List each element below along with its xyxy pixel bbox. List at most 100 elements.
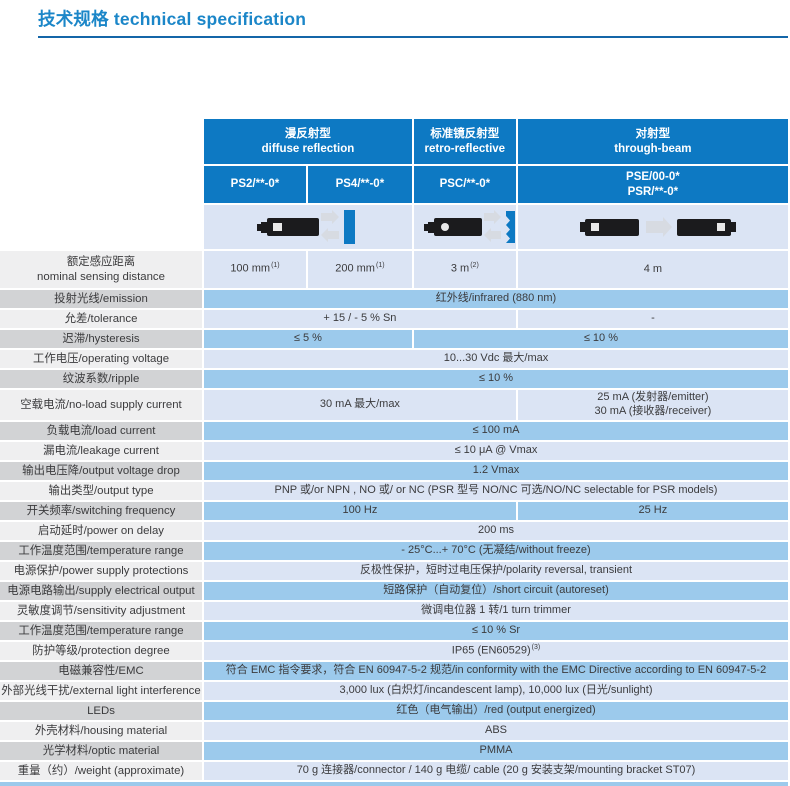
model-pse-psr: PSE/00-0* PSR/**-0* (517, 166, 788, 203)
type-header-row: 漫反射型 diffuse reflection 标准镜反射型 retro-refle… (0, 119, 788, 166)
spec-row: 开关频率/switching frequency 100 Hz 25 Hz (0, 502, 788, 522)
retro-reflective-sensor-reflector-graphic (413, 205, 516, 249)
row-label: 额定感应距离 nominal sensing distance (0, 251, 202, 288)
spec-value: PMMA (204, 742, 788, 760)
spec-value: 30 mA 最大/max (204, 390, 516, 420)
spec-row: 输出类型/output type PNP 或/or NPN , NO 或/ or … (0, 482, 788, 502)
spec-row: 额定感应距离 nominal sensing distance 100 mm(1) 2… (0, 251, 788, 290)
row-values: 短路保护（自动复位）/short circuit (autoreset) (204, 582, 788, 600)
spec-row: LEDs 红色（电气输出）/red (output energized) (0, 702, 788, 722)
row-label: 电源电路输出/supply electrical output (0, 582, 202, 600)
spec-row: 允差/tolerance + 15 / - 5 % Sn - (0, 310, 788, 330)
row-values: 符合 EMC 指令要求，符合 EN 60947-5-2 规范/in confor… (204, 662, 788, 680)
row-label: 重量（约）/weight (approximate) (0, 762, 202, 780)
row-label: 光学材料/optic material (0, 742, 202, 760)
through-beam-emitter-receiver-graphic (517, 205, 788, 249)
spec-row: 灵敏度调节/sensitivity adjustment 微调电位器 1 转/1 … (0, 602, 788, 622)
spec-row: 电源保护/power supply protections 反极性保护，短时过电压… (0, 562, 788, 582)
spec-value: - 25°C...+ 70°C (无凝结/without freeze) (204, 542, 788, 560)
spec-row: 外部光线干扰/external light interference 3,000 … (0, 682, 788, 702)
row-values: ABS (204, 722, 788, 740)
spec-value: 微调电位器 1 转/1 turn trimmer (204, 602, 788, 620)
spec-value: ≤ 100 mA (204, 422, 788, 440)
model-ps4: PS4/**-0* (307, 166, 412, 203)
row-label: 输出类型/output type (0, 482, 202, 500)
row-label: 空载电流/no-load supply current (0, 390, 202, 420)
row-values: ≤ 5 % ≤ 10 % (204, 330, 788, 348)
row-label: 电磁兼容性/EMC (0, 662, 202, 680)
label-column-spacer (0, 119, 204, 164)
spec-row: 电磁兼容性/EMC 符合 EMC 指令要求，符合 EN 60947-5-2 规范/… (0, 662, 788, 682)
row-label: 工作电压/operating voltage (0, 350, 202, 368)
row-label: LEDs (0, 702, 202, 720)
spec-row: 空载电流/no-load supply current 30 mA 最大/max 2… (0, 390, 788, 422)
row-label: 防护等级/protection degree (0, 642, 202, 660)
graphics-row (0, 205, 788, 251)
label-column-spacer (0, 205, 204, 249)
row-values: PNP 或/or NPN , NO 或/ or NC (PSR 型号 NO/NC… (204, 482, 788, 500)
spec-row: 投射光线/emission 红外线/infrared (880 nm) (0, 290, 788, 310)
spec-row: 漏电流/leakage current ≤ 10 μA @ Vmax (0, 442, 788, 462)
row-values: 1.2 Vmax (204, 462, 788, 480)
spec-value: 1.2 Vmax (204, 462, 788, 480)
spec-value: 红外线/infrared (880 nm) (204, 290, 788, 308)
spec-value: 100 mm(1) (204, 251, 306, 288)
row-values: 红色（电气输出）/red (output energized) (204, 702, 788, 720)
spec-row: 电源电路输出/supply electrical output 短路保护（自动复位… (0, 582, 788, 602)
spec-value: 3,000 lux (白炽灯/incandescent lamp), 10,00… (204, 682, 788, 700)
spec-value: 70 g 连接器/connector / 140 g 电缆/ cable (20… (204, 762, 788, 780)
row-values: ≤ 100 mA (204, 422, 788, 440)
table-bottom-strip (0, 782, 788, 786)
spec-value: 200 mm(1) (307, 251, 412, 288)
row-label: 漏电流/leakage current (0, 442, 202, 460)
row-values: PMMA (204, 742, 788, 760)
spec-row: 输出电压降/output voltage drop 1.2 Vmax (0, 462, 788, 482)
row-values: 100 Hz 25 Hz (204, 502, 788, 520)
row-values: ≤ 10 μA @ Vmax (204, 442, 788, 460)
row-values: + 15 / - 5 % Sn - (204, 310, 788, 328)
row-values: 红外线/infrared (880 nm) (204, 290, 788, 308)
row-label: 输出电压降/output voltage drop (0, 462, 202, 480)
spec-value: ≤ 10 % Sr (204, 622, 788, 640)
model-ps2: PS2/**-0* (204, 166, 306, 203)
row-values: 70 g 连接器/connector / 140 g 电缆/ cable (20… (204, 762, 788, 780)
row-values: IP65 (EN60529)(3) (204, 642, 788, 660)
spec-row: 外壳材料/housing material ABS (0, 722, 788, 742)
spec-row: 工作温度范围/temperature range - 25°C...+ 70°C … (0, 542, 788, 562)
column-group-retro-reflective: 标准镜反射型 retro-reflective (413, 119, 516, 164)
spec-table: 漫反射型 diffuse reflection 标准镜反射型 retro-refle… (0, 119, 788, 786)
spec-value: IP65 (EN60529)(3) (204, 642, 788, 660)
row-label: 允差/tolerance (0, 310, 202, 328)
row-values: 微调电位器 1 转/1 turn trimmer (204, 602, 788, 620)
model-psc: PSC/**-0* (413, 166, 516, 203)
spec-value: ≤ 5 % (204, 330, 412, 348)
row-values: ≤ 10 % Sr (204, 622, 788, 640)
spec-row: 工作电压/operating voltage 10...30 Vdc 最大/max (0, 350, 788, 370)
spec-value: 10...30 Vdc 最大/max (204, 350, 788, 368)
spec-value: 25 mA (发射器/emitter) 30 mA (接收器/receiver) (517, 390, 788, 420)
spec-value: 红色（电气输出）/red (output energized) (204, 702, 788, 720)
row-values: 反极性保护，短时过电压保护/polarity reversal, transie… (204, 562, 788, 580)
row-label: 负载电流/load current (0, 422, 202, 440)
row-label: 工作温度范围/temperature range (0, 542, 202, 560)
row-label: 启动延时/power on delay (0, 522, 202, 540)
row-values: 30 mA 最大/max 25 mA (发射器/emitter) 30 mA (接收… (204, 390, 788, 420)
row-values: - 25°C...+ 70°C (无凝结/without freeze) (204, 542, 788, 560)
spec-value: ≤ 10 % (204, 370, 788, 388)
spec-value: 25 Hz (517, 502, 788, 520)
row-values: ≤ 10 % (204, 370, 788, 388)
spec-row: 负载电流/load current ≤ 100 mA (0, 422, 788, 442)
spec-value: 4 m (517, 251, 788, 288)
spec-value: PNP 或/or NPN , NO 或/ or NC (PSR 型号 NO/NC… (204, 482, 788, 500)
row-values: 10...30 Vdc 最大/max (204, 350, 788, 368)
spec-value: ≤ 10 % (413, 330, 788, 348)
row-label: 开关频率/switching frequency (0, 502, 202, 520)
row-label: 迟滞/hysteresis (0, 330, 202, 348)
column-group-through-beam: 对射型 through-beam (517, 119, 788, 164)
spec-value: + 15 / - 5 % Sn (204, 310, 516, 328)
spec-value: 100 Hz (204, 502, 516, 520)
column-group-diffuse: 漫反射型 diffuse reflection (204, 119, 412, 164)
row-values: 100 mm(1) 200 mm(1) 3 m(2) 4 m (204, 251, 788, 288)
spec-row: 防护等级/protection degree IP65 (EN60529)(3) (0, 642, 788, 662)
spec-row: 迟滞/hysteresis ≤ 5 % ≤ 10 % (0, 330, 788, 350)
